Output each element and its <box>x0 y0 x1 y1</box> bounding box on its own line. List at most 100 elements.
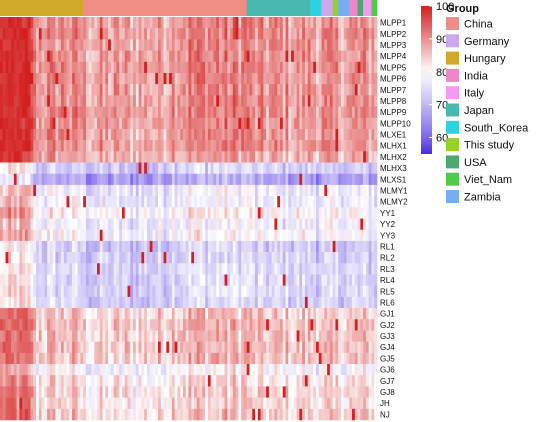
heatmap-cell <box>188 218 192 230</box>
heatmap-cell <box>180 61 184 74</box>
heatmap-cell <box>77 218 81 230</box>
heatmap-cell <box>207 364 211 376</box>
heatmap-cell <box>188 308 192 320</box>
heatmap-cell <box>58 240 62 253</box>
heatmap-cell <box>108 386 112 398</box>
heatmap-cell <box>30 117 34 130</box>
heatmap-cell <box>49 375 53 387</box>
heatmap-cell <box>249 28 253 40</box>
heatmap-cell <box>124 341 128 354</box>
heatmap-cell <box>72 375 76 387</box>
row-label: GJ7 <box>380 377 395 386</box>
heatmap-cell <box>91 364 95 376</box>
heatmap-cell <box>163 364 167 376</box>
heatmap-cell <box>329 352 333 365</box>
heatmap-cell <box>155 151 159 163</box>
heatmap-cell <box>293 229 297 242</box>
heatmap-cell <box>133 173 137 186</box>
heatmap-cell <box>152 386 156 398</box>
heatmap-cell <box>108 184 112 197</box>
heatmap-cell <box>279 151 284 163</box>
heatmap-cell <box>8 296 12 309</box>
heatmap-cell <box>371 285 375 298</box>
heatmap-cell <box>80 285 84 298</box>
heatmap-cell <box>363 50 367 63</box>
heatmap-cell <box>149 364 153 376</box>
heatmap-cell <box>202 140 206 152</box>
heatmap-cell <box>277 84 281 96</box>
heatmap-cell <box>257 330 261 342</box>
heatmap-cell <box>36 285 40 298</box>
heatmap-cell <box>374 173 378 186</box>
heatmap-cell <box>138 341 142 354</box>
heatmap-cell <box>268 330 272 342</box>
heatmap-cell <box>263 151 267 163</box>
heatmap-cell <box>338 173 342 186</box>
heatmap-cell <box>2 341 6 354</box>
heatmap-cell <box>352 285 356 298</box>
heatmap-cell <box>363 162 367 175</box>
heatmap-cell <box>41 341 45 354</box>
heatmap-cell <box>88 173 92 186</box>
heatmap-cell <box>363 128 367 141</box>
heatmap-cell <box>346 408 350 421</box>
heatmap-cell <box>243 375 248 387</box>
heatmap-cell <box>171 218 175 230</box>
heatmap-cell <box>166 196 170 208</box>
heatmap-cell <box>27 252 31 264</box>
heatmap-cell <box>230 140 234 152</box>
heatmap-cell <box>27 408 31 421</box>
heatmap-cell <box>196 72 200 85</box>
heatmap-cell <box>63 308 67 320</box>
heatmap-cell <box>263 364 267 376</box>
heatmap-cell <box>232 386 236 398</box>
heatmap-cell <box>141 72 145 85</box>
heatmap-cell <box>285 140 289 152</box>
heatmap-cell <box>116 173 120 186</box>
heatmap-cell <box>33 364 37 376</box>
heatmap-cell <box>263 319 267 331</box>
heatmap-cell <box>110 196 114 208</box>
heatmap-cell <box>141 240 145 253</box>
heatmap-cell <box>371 128 375 141</box>
heatmap-cell <box>177 218 181 230</box>
heatmap-cell <box>36 140 40 152</box>
heatmap-cell <box>363 308 367 320</box>
heatmap-cell <box>130 218 134 230</box>
heatmap-cell <box>97 95 101 107</box>
heatmap-cell <box>304 375 308 387</box>
heatmap-cell <box>113 252 117 264</box>
heatmap-cell <box>63 162 67 175</box>
heatmap-cell <box>163 274 167 286</box>
heatmap-cell <box>282 117 286 130</box>
heatmap-cell <box>8 364 12 376</box>
heatmap-cell <box>146 28 150 40</box>
heatmap-cell <box>374 386 378 398</box>
heatmap-cell <box>335 17 339 29</box>
heatmap-cell <box>346 117 350 130</box>
heatmap-cell <box>216 364 220 376</box>
heatmap-cell <box>218 17 223 29</box>
heatmap-cell <box>155 240 159 253</box>
heatmap-cell <box>357 308 361 320</box>
heatmap-cell <box>329 319 333 331</box>
heatmap-cell <box>5 296 9 309</box>
heatmap-cell <box>246 229 250 242</box>
heatmap-cell <box>268 364 272 376</box>
heatmap-cell <box>24 330 29 342</box>
heatmap-cell <box>177 274 181 286</box>
heatmap-cell <box>354 364 358 376</box>
heatmap-cell <box>216 375 220 387</box>
heatmap-cell <box>27 173 31 186</box>
heatmap-cell <box>63 61 67 74</box>
heatmap-cell <box>321 72 325 85</box>
heatmap-cell <box>144 218 148 230</box>
heatmap-cell <box>22 84 26 96</box>
heatmap-cell <box>110 240 114 253</box>
heatmap-cell <box>268 274 272 286</box>
heatmap-cell <box>293 252 297 264</box>
heatmap-cell <box>174 397 178 410</box>
heatmap-cell <box>174 196 178 208</box>
heatmap-cell <box>277 319 281 331</box>
heatmap-cell <box>194 408 198 421</box>
